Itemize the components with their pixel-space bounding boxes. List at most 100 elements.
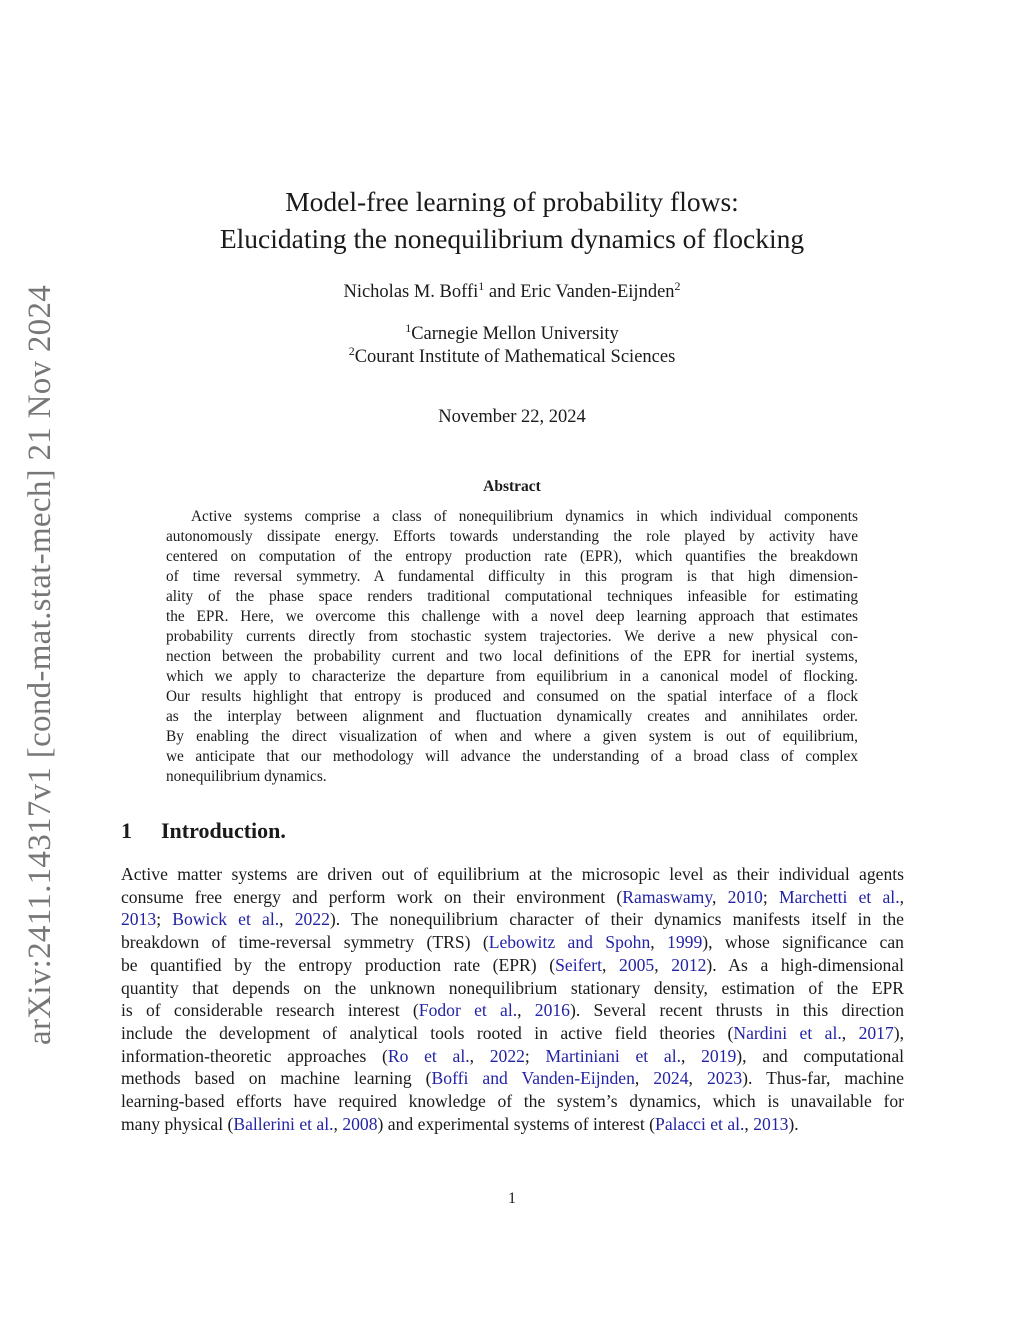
text-line: Active matter systems are driven out of …	[121, 864, 904, 885]
text-span: include the development of analytical to…	[121, 1022, 734, 1043]
citation-link[interactable]: 2017	[858, 1022, 894, 1043]
text-span: ;	[156, 909, 173, 930]
page-number: 1	[508, 1190, 516, 1207]
text-span: nection between the probability current …	[166, 648, 858, 665]
citation-link[interactable]: 2019	[701, 1045, 737, 1066]
date: November 22, 2024	[438, 407, 586, 427]
text-span: we anticipate that our methodology will …	[166, 748, 858, 765]
citation-link[interactable]: Fodor et al.	[418, 1000, 518, 1021]
text-line: methods based on machine learning (Boffi…	[121, 1068, 904, 1089]
affiliation-marker: 1	[405, 321, 412, 335]
citation-link[interactable]: 2005	[619, 954, 655, 975]
text-span: ;	[524, 1045, 546, 1066]
text-span: ,	[688, 1068, 707, 1089]
text-span: ). As a high-dimensional	[706, 954, 905, 975]
text-line: information-theoretic approaches (Ro et …	[121, 1046, 904, 1067]
citation-link[interactable]: 2023	[706, 1068, 743, 1089]
citation-link[interactable]: Boffi and Vanden-Eijnden	[431, 1068, 635, 1089]
text-span: ).	[788, 1113, 799, 1134]
text-span: which we apply to characterize the depar…	[166, 668, 858, 685]
text-span: information-theoretic approaches (	[121, 1045, 388, 1066]
citation-link[interactable]: 2008	[342, 1113, 378, 1134]
authors: Nicholas M. Boffi1 and Eric Vanden-Eijnd…	[0, 279, 1024, 303]
citation-link[interactable]: Ramaswamy	[622, 886, 713, 907]
citation-link[interactable]: 2013	[121, 909, 157, 930]
text-line: include the development of analytical to…	[121, 1023, 904, 1044]
citation-link[interactable]: Palacci et al.	[655, 1113, 745, 1134]
text-line: nonequilibrium dynamics.	[166, 768, 858, 786]
section-heading: 1 Introduction.	[121, 818, 286, 844]
text-line: be quantified by the entropy production …	[121, 955, 904, 976]
text-span: ,	[681, 1045, 702, 1066]
citation-link[interactable]: 2012	[671, 954, 707, 975]
text-line: nection between the probability current …	[166, 648, 858, 666]
author-2: and Eric Vanden-Eijnden	[484, 282, 675, 302]
section-title: Introduction.	[161, 818, 286, 843]
text-span: Active matter systems are driven out of …	[121, 864, 904, 884]
text-span: the EPR. Here, we overcome this challeng…	[166, 608, 858, 625]
citation-link[interactable]: Ballerini et al.	[233, 1113, 334, 1134]
text-span: ,	[712, 886, 728, 907]
text-span: ,	[899, 886, 905, 907]
text-line: Active systems comprise a class of noneq…	[166, 508, 858, 526]
text-line: quantity that depends on the unknown non…	[121, 978, 904, 999]
text-span: ,	[517, 1000, 535, 1021]
citation-link[interactable]: Ro et al.	[387, 1045, 470, 1066]
text-span: breakdown of time-reversal symmetry (TRS…	[121, 932, 489, 953]
text-span: ality of the phase space renders traditi…	[166, 588, 858, 605]
citation-link[interactable]: Lebowitz and Spohn	[488, 932, 651, 953]
text-span: By enabling the direct visualization of …	[166, 728, 858, 745]
text-line: breakdown of time-reversal symmetry (TRS…	[121, 932, 904, 953]
text-span: ). Thus-far, machine	[742, 1068, 904, 1089]
text-line: is of considerable research interest (Fo…	[121, 1000, 904, 1021]
text-span: ,	[634, 1068, 654, 1089]
text-line: Our results highlight that entropy is pr…	[166, 688, 858, 706]
text-line: we anticipate that our methodology will …	[166, 748, 858, 766]
affiliation-marker: 2	[348, 344, 355, 358]
citation-link[interactable]: 2024	[653, 1068, 689, 1089]
text-span: ), and computational	[736, 1045, 905, 1066]
text-span: probability currents directly from stoch…	[166, 628, 858, 645]
citation-link[interactable]: 2022	[489, 1045, 525, 1066]
citation-link[interactable]: Nardini et al.	[733, 1022, 842, 1043]
text-span: Active systems comprise a class of noneq…	[191, 508, 858, 525]
text-line: which we apply to characterize the depar…	[166, 668, 858, 686]
citation-link[interactable]: 2022	[294, 909, 330, 930]
text-span: ,	[469, 1045, 490, 1066]
citation-link[interactable]: Marchetti et al.	[778, 886, 900, 907]
text-span: ), whose significance can	[702, 932, 904, 953]
section-number: 1	[121, 818, 132, 843]
text-span: be quantified by the entropy production …	[121, 954, 556, 975]
citation-link[interactable]: Bowick et al.	[172, 909, 280, 930]
text-line: 2013; Bowick et al., 2022). The nonequil…	[121, 909, 904, 930]
text-span: is of considerable research interest (	[121, 1000, 419, 1021]
citation-link[interactable]: 2016	[534, 1000, 570, 1021]
text-span: ,	[279, 909, 295, 930]
text-span: quantity that depends on the unknown non…	[121, 977, 904, 998]
text-span: ;	[762, 886, 779, 907]
text-span: consume free energy and perform work on …	[121, 886, 623, 907]
paper-title-line-2: Elucidating the nonequilibrium dynamics …	[219, 223, 805, 254]
text-span: ,	[333, 1113, 343, 1134]
text-line: consume free energy and perform work on …	[121, 887, 904, 908]
text-line: ality of the phase space renders traditi…	[166, 588, 858, 606]
arxiv-identifier-stamp: arXiv:2411.14317v1 [cond-mat.stat-mech] …	[22, 284, 58, 1045]
citation-link[interactable]: 1999	[667, 932, 703, 953]
paper-title-line-1: Model-free learning of probability flows…	[285, 186, 739, 217]
text-line: autonomously dissipate energy. Efforts t…	[166, 528, 858, 546]
text-span: nonequilibrium dynamics.	[166, 768, 327, 785]
citation-link[interactable]: 2013	[753, 1113, 789, 1134]
text-span: Our results highlight that entropy is pr…	[166, 688, 858, 705]
citation-link[interactable]: Seifert	[555, 954, 602, 975]
author-2-affiliation: 2	[674, 279, 681, 293]
citation-link[interactable]: 2010	[727, 886, 763, 907]
affiliation-2: 2Courant Institute of Mathematical Scien…	[0, 344, 1024, 368]
author-1: Nicholas M. Boffi	[343, 282, 479, 302]
affiliation-1: 1Carnegie Mellon University	[0, 321, 1024, 345]
text-span: ). Several recent thrusts in this direct…	[569, 1000, 905, 1021]
text-span: as the interplay between alignment and f…	[166, 708, 858, 725]
text-span: centered on computation of the entropy p…	[166, 548, 858, 565]
text-span: of time reversal symmetry. A fundamental…	[166, 568, 858, 585]
citation-link[interactable]: Martiniani et al.	[545, 1045, 681, 1066]
text-span: ),	[893, 1022, 905, 1043]
